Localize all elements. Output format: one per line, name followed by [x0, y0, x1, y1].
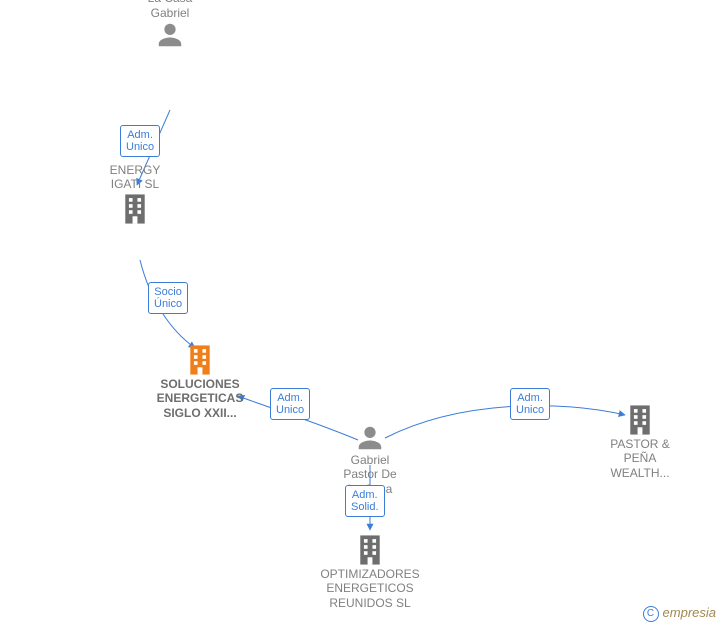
diagram-canvas: { "type": "network", "canvas": { "width"… — [0, 0, 728, 630]
edge-label: Adm. Solid. — [345, 485, 385, 517]
node-label: ENERGY IGATI SL — [80, 163, 190, 192]
building-icon — [625, 403, 655, 437]
person-icon — [155, 20, 185, 50]
building-icon — [355, 533, 385, 567]
watermark: Cempresia — [643, 605, 716, 622]
node-n_pastorp[interactable]: PASTOR & PEÑA WEALTH... — [585, 403, 695, 480]
node-label: PASTOR & PEÑA WEALTH... — [585, 437, 695, 480]
building-icon — [120, 192, 150, 226]
edge-label: Socio Único — [148, 282, 188, 314]
watermark-text: empresia — [663, 605, 716, 620]
node-label: Pastor De La Casa Gabriel — [115, 0, 225, 20]
person-icon — [355, 423, 385, 453]
node-label: OPTIMIZADORES ENERGETICOS REUNIDOS SL — [315, 567, 425, 610]
node-n_energy[interactable]: ENERGY IGATI SL — [80, 163, 190, 226]
node-label: SOLUCIONES ENERGETICAS SIGLO XXII... — [145, 377, 255, 420]
edge-label: Adm. Unico — [270, 388, 310, 420]
building-icon — [185, 343, 215, 377]
copyright-icon: C — [643, 606, 659, 622]
node-n_opt[interactable]: OPTIMIZADORES ENERGETICOS REUNIDOS SL — [315, 533, 425, 610]
node-n_solu[interactable]: SOLUCIONES ENERGETICAS SIGLO XXII... — [145, 343, 255, 420]
node-n_pastor1[interactable]: Pastor De La Casa Gabriel — [115, 0, 225, 50]
edge-label: Adm. Unico — [510, 388, 550, 420]
edge-label: Adm. Unico — [120, 125, 160, 157]
